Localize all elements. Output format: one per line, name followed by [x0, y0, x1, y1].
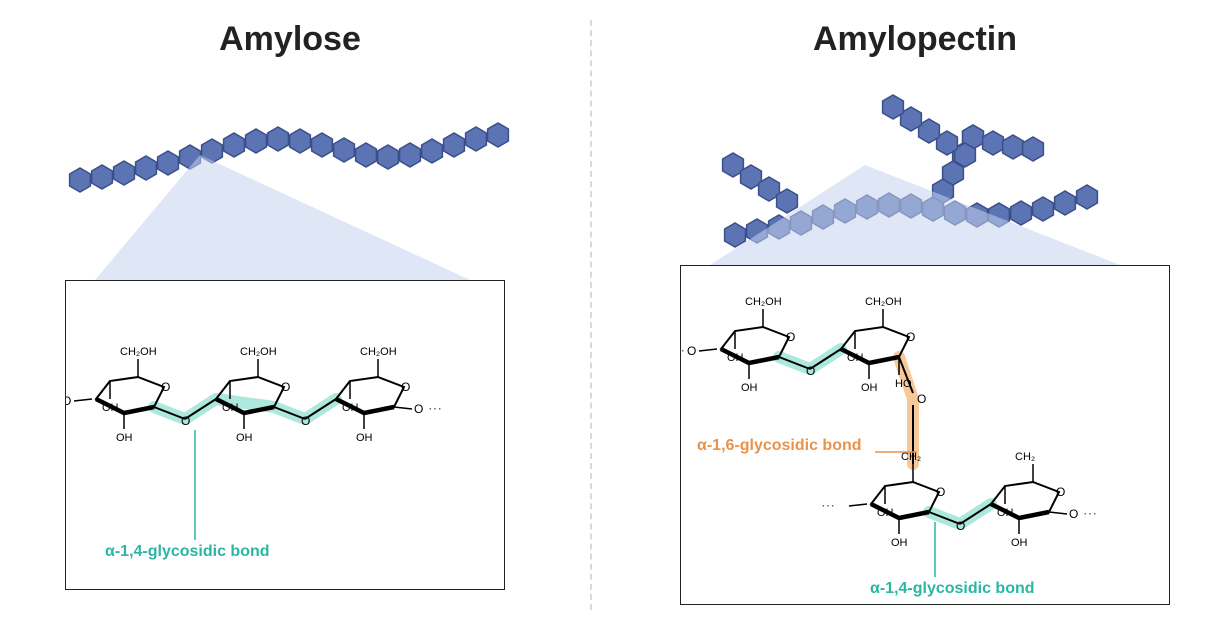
- svg-text:O: O: [936, 485, 945, 499]
- svg-text:CH₂OH: CH₂OH: [865, 296, 902, 308]
- svg-text:O: O: [181, 414, 190, 428]
- svg-text:OH: OH: [877, 507, 894, 519]
- svg-text:OH: OH: [222, 402, 239, 414]
- svg-text:OH: OH: [1011, 537, 1028, 549]
- svg-text:CH₂OH: CH₂OH: [745, 296, 782, 308]
- amylose-chain: [50, 95, 530, 235]
- svg-text:O: O: [1056, 485, 1065, 499]
- svg-text:O: O: [786, 330, 795, 344]
- svg-text:OH: OH: [236, 432, 253, 444]
- svg-text:CH₂OH: CH₂OH: [120, 346, 157, 358]
- svg-text:O: O: [301, 414, 310, 428]
- amylose-bond14-label: α-1,4-glycosidic bond: [105, 543, 270, 561]
- svg-text:OH: OH: [861, 382, 878, 394]
- svg-text:OH: OH: [847, 352, 864, 364]
- svg-text:CH₂OH: CH₂OH: [240, 346, 277, 358]
- amylopectin-structure: OOHOHCH₂OHOOHOHCH₂OHOO⋯HOOOHOHOOHOHCH₂CH…: [681, 266, 1171, 606]
- amylose-panel: Amylose OOHOHCH₂OHOOHOHCH₂OHOOHOHCH₂OHOO…: [0, 0, 580, 631]
- amylopectin-bond16-label: α-1,6-glycosidic bond: [697, 437, 862, 455]
- svg-text:CH₂OH: CH₂OH: [360, 346, 397, 358]
- svg-text:OH: OH: [102, 402, 119, 414]
- svg-text:O: O: [401, 380, 410, 394]
- svg-text:O: O: [1069, 507, 1078, 521]
- svg-text:⋯: ⋯: [681, 342, 685, 358]
- amylopectin-title: Amylopectin: [625, 20, 1205, 59]
- amylopectin-panel: Amylopectin OOHOHCH₂OHOOHOHCH₂OHOO⋯HOOOH…: [625, 0, 1205, 631]
- svg-text:O: O: [66, 394, 71, 408]
- svg-text:OH: OH: [891, 537, 908, 549]
- svg-text:CH₂: CH₂: [901, 451, 921, 463]
- svg-text:⋯: ⋯: [428, 400, 442, 416]
- svg-text:O: O: [906, 330, 915, 344]
- svg-text:OH: OH: [116, 432, 133, 444]
- svg-text:OH: OH: [741, 382, 758, 394]
- svg-text:CH₂: CH₂: [1015, 451, 1035, 463]
- svg-text:O: O: [281, 380, 290, 394]
- panel-divider: [590, 20, 592, 610]
- amylose-title: Amylose: [0, 20, 580, 59]
- svg-text:OH: OH: [727, 352, 744, 364]
- svg-text:O: O: [956, 519, 965, 533]
- svg-text:O: O: [414, 402, 423, 416]
- svg-text:O: O: [687, 344, 696, 358]
- svg-text:O: O: [161, 380, 170, 394]
- svg-text:⋯: ⋯: [1083, 505, 1097, 521]
- svg-text:O: O: [917, 392, 926, 406]
- svg-text:OH: OH: [342, 402, 359, 414]
- amylopectin-chain: [675, 55, 1155, 275]
- svg-text:O: O: [806, 364, 815, 378]
- amylopectin-detail-box: OOHOHCH₂OHOOHOHCH₂OHOO⋯HOOOHOHOOHOHCH₂CH…: [680, 265, 1170, 605]
- svg-text:OH: OH: [997, 507, 1014, 519]
- svg-text:⋯: ⋯: [821, 497, 835, 513]
- amylopectin-bond14-label: α-1,4-glycosidic bond: [870, 580, 1035, 598]
- svg-text:OH: OH: [356, 432, 373, 444]
